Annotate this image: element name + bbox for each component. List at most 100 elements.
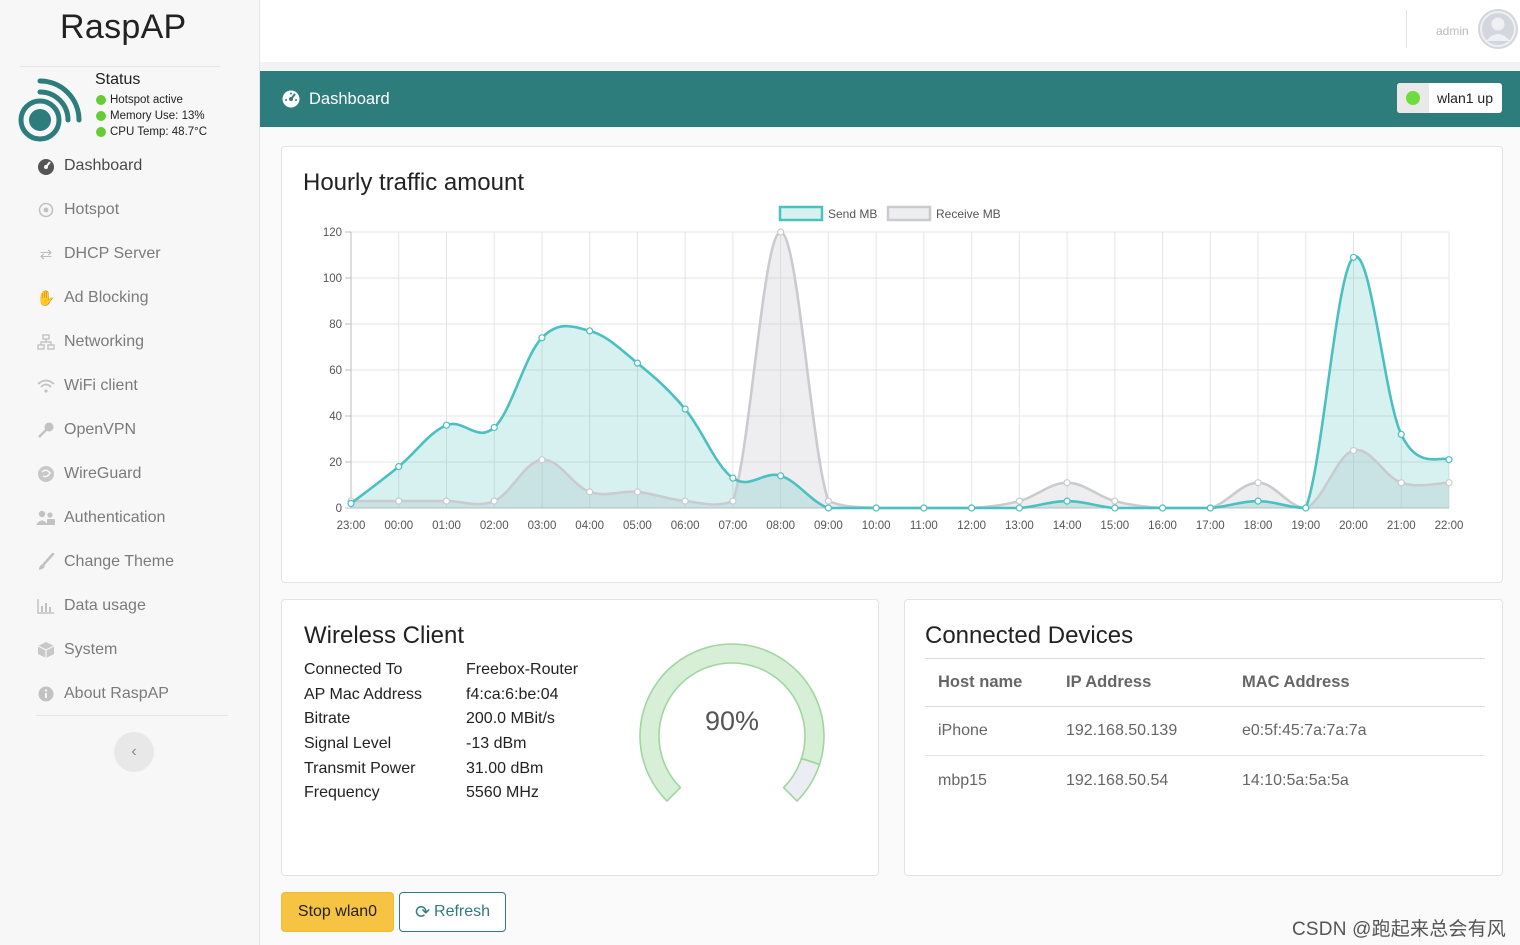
legend-label: Send MB bbox=[828, 207, 877, 221]
nav-divider bbox=[36, 715, 228, 716]
sidebar-item-about-raspap[interactable]: About RaspAP bbox=[0, 672, 260, 716]
sidebar-item-openvpn[interactable]: OpenVPN bbox=[0, 408, 260, 452]
data-point-receive bbox=[395, 497, 403, 505]
x-tick-label: 01:00 bbox=[432, 520, 461, 532]
sidebar-item-system[interactable]: System bbox=[0, 628, 260, 672]
x-tick-label: 10:00 bbox=[862, 520, 891, 532]
topbar-separator bbox=[1406, 10, 1407, 48]
sidebar-item-label: Authentication bbox=[64, 509, 166, 526]
data-point-send bbox=[1445, 456, 1453, 464]
data-point-send bbox=[872, 504, 880, 512]
wireguard-icon bbox=[36, 464, 56, 484]
wireless-row: Connected To Freebox-Router bbox=[304, 658, 578, 683]
sidebar-item-authentication[interactable]: Authentication bbox=[0, 496, 260, 540]
connected-devices-title: Connected Devices bbox=[925, 622, 1134, 649]
data-point-receive bbox=[1111, 497, 1119, 505]
brand-divider bbox=[20, 66, 220, 67]
sidebar-item-data-usage[interactable]: Data usage bbox=[0, 584, 260, 628]
data-point-receive bbox=[777, 228, 785, 236]
avatar[interactable] bbox=[1478, 9, 1518, 49]
sidebar-item-change-theme[interactable]: Change Theme bbox=[0, 540, 260, 584]
x-tick-label: 04:00 bbox=[575, 520, 604, 532]
wifi-icon bbox=[36, 376, 56, 396]
wireless-key: Transmit Power bbox=[304, 759, 416, 777]
data-point-send bbox=[729, 474, 737, 482]
x-tick-label: 12:00 bbox=[957, 520, 986, 532]
sidebar-item-wifi-client[interactable]: WiFi client bbox=[0, 364, 260, 408]
x-tick-label: 06:00 bbox=[671, 520, 700, 532]
topbar bbox=[260, 0, 1520, 62]
x-tick-label: 20:00 bbox=[1339, 520, 1368, 532]
sidebar-item-label: About RaspAP bbox=[64, 685, 169, 702]
status-hotspot: Hotspot active bbox=[96, 94, 183, 106]
x-tick-label: 07:00 bbox=[719, 520, 748, 532]
wireless-value: -13 dBm bbox=[466, 735, 527, 753]
x-tick-label: 21:00 bbox=[1387, 520, 1416, 532]
refresh-button[interactable]: ⟳ Refresh bbox=[399, 892, 506, 932]
data-point-receive bbox=[633, 488, 642, 496]
x-tick-label: 08:00 bbox=[766, 520, 795, 532]
cube-icon bbox=[36, 640, 56, 660]
signal-gauge bbox=[639, 643, 825, 803]
x-tick-label: 13:00 bbox=[1005, 520, 1034, 532]
interface-status-badge: wlan1 up bbox=[1396, 83, 1502, 113]
sidebar-item-networking[interactable]: Networking bbox=[0, 320, 260, 364]
sidebar-item-dhcp-server[interactable]: ⇄ DHCP Server bbox=[0, 232, 260, 276]
wireless-row: Signal Level -13 dBm bbox=[304, 732, 578, 757]
sidebar-item-hotspot[interactable]: Hotspot bbox=[0, 188, 260, 232]
legend-label: Receive MB bbox=[936, 207, 1001, 221]
sidebar-collapse-button[interactable]: ‹ bbox=[114, 732, 154, 772]
data-point-send bbox=[1302, 504, 1310, 512]
dashboard-icon bbox=[282, 90, 300, 108]
x-tick-label: 16:00 bbox=[1148, 520, 1177, 532]
status-led-icon bbox=[1396, 83, 1429, 113]
x-tick-label: 03:00 bbox=[528, 520, 557, 532]
data-point-send bbox=[1254, 497, 1262, 505]
user-name[interactable]: admin bbox=[1436, 24, 1469, 38]
x-tick-label: 22:00 bbox=[1435, 520, 1464, 532]
key-icon bbox=[36, 420, 56, 440]
sidebar-item-wireguard[interactable]: WireGuard bbox=[0, 452, 260, 496]
data-point-receive bbox=[1349, 446, 1358, 455]
data-point-receive bbox=[1063, 479, 1071, 487]
status-cpu-text: CPU Temp: 48.7°C bbox=[110, 126, 208, 138]
stop-interface-button[interactable]: Stop wlan0 bbox=[281, 892, 394, 932]
column-header-host: Host name bbox=[938, 673, 1023, 691]
wireless-row: Transmit Power 31.00 dBm bbox=[304, 756, 578, 781]
sidebar-item-dashboard[interactable]: Dashboard bbox=[0, 144, 260, 188]
hotspot-icon bbox=[36, 200, 56, 220]
sidebar-item-label: Data usage bbox=[64, 597, 146, 614]
data-point-receive bbox=[538, 456, 546, 464]
info-icon bbox=[36, 684, 56, 704]
data-point-send bbox=[1397, 430, 1405, 438]
data-point-send bbox=[538, 334, 546, 342]
status-hotspot-text: Hotspot active bbox=[110, 94, 183, 106]
data-point-send bbox=[442, 421, 451, 429]
device-mac: 14:10:5a:5a:5a bbox=[1242, 771, 1349, 789]
traffic-chart-card: Hourly traffic amount 0 20 40 60 80 100 120 23:… bbox=[281, 146, 1503, 583]
data-point-send bbox=[347, 499, 355, 507]
hand-icon: ✋ bbox=[36, 290, 56, 307]
data-point-receive bbox=[1254, 479, 1262, 487]
user-avatar-icon bbox=[1478, 9, 1518, 49]
data-point-send bbox=[1206, 504, 1214, 512]
sidebar-item-ad-blocking[interactable]: ✋ Ad Blocking bbox=[0, 276, 260, 320]
data-point-send bbox=[777, 472, 785, 480]
y-tick-label: 0 bbox=[336, 503, 342, 515]
traffic-chart: 0 20 40 60 80 100 120 23:00 00:00 01:00 02:00 03:00… bbox=[323, 205, 1464, 532]
brand-title[interactable]: RaspAP bbox=[60, 8, 187, 46]
table-row: iPhone 192.168.50.139 e0:5f:45:7a:7a:7a bbox=[925, 707, 1485, 756]
sidebar-item-label: System bbox=[64, 641, 118, 658]
exchange-icon: ⇄ bbox=[39, 246, 53, 263]
status-dot-icon bbox=[96, 95, 106, 105]
signal-gauge-label: 90% bbox=[704, 706, 760, 736]
x-tick-label: 15:00 bbox=[1100, 520, 1129, 532]
data-point-receive bbox=[1445, 479, 1453, 487]
device-ip: 192.168.50.139 bbox=[1066, 722, 1178, 739]
x-tick-label: 14:00 bbox=[1053, 520, 1082, 532]
x-tick-label: 11:00 bbox=[910, 520, 938, 532]
brush-icon bbox=[36, 552, 56, 572]
data-point-send bbox=[1063, 497, 1071, 505]
legend-swatch bbox=[886, 205, 932, 222]
data-point-receive bbox=[681, 497, 689, 505]
